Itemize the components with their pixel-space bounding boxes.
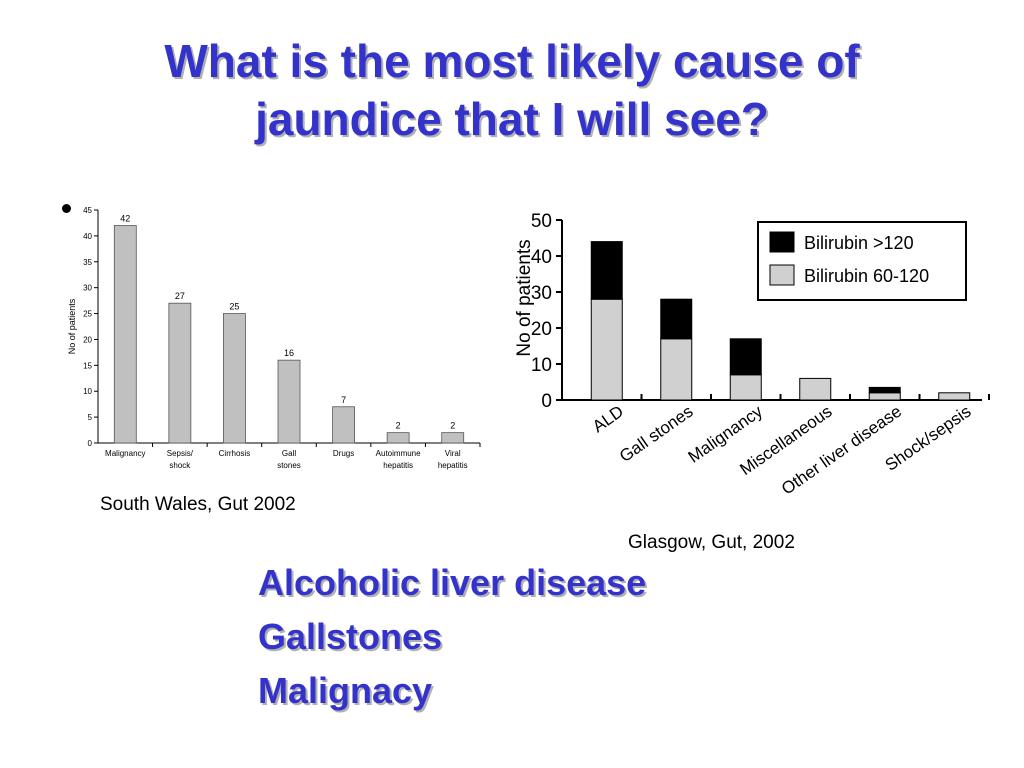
bar-ald-bilirubin-60-120 <box>590 298 623 401</box>
y-tick-label: 0 <box>88 439 93 448</box>
x-tick-label-line: Malignancy <box>105 449 145 458</box>
bar-viral-hepatitis <box>441 432 465 444</box>
y-tick-label: 40 <box>531 247 552 268</box>
x-tick-label-cirrhosis: Cirrhosis <box>219 449 251 458</box>
bar-malignancy <box>113 225 137 444</box>
legend-label-bilirubin-60-120: Bilirubin 60-120 <box>804 266 929 286</box>
slide-title: What is the most likely cause of jaundic… <box>0 32 1024 148</box>
y-tick-label: 45 <box>83 206 92 215</box>
bar-other-liver-disease-bilirubin-60-120 <box>868 392 901 401</box>
x-tick-label-line: hepatitis <box>438 461 468 470</box>
bar-shock-sepsis-bilirubin-60-120 <box>938 392 971 401</box>
x-tick-label-viral-hepatitis: Viral hepatitis <box>438 449 468 470</box>
legend-label-bilirubin-120: Bilirubin >120 <box>804 233 914 253</box>
bar-drugs <box>332 406 355 444</box>
bar-gall-stones-bilirubin-60-120 <box>660 338 693 401</box>
data-label-drugs: 7 <box>341 395 346 405</box>
answer-list: Alcoholic liver disease Gallstones Malig… <box>258 556 646 718</box>
y-tick-label: 20 <box>83 335 92 344</box>
bar-gall-stones-bilirubin-120 <box>660 298 693 340</box>
x-tick-label-line: stones <box>277 461 301 470</box>
bar-cirrhosis <box>223 313 246 444</box>
x-tick-label-sepsis-shock: Sepsis/shock <box>167 449 194 470</box>
y-tick-label: 15 <box>83 361 92 370</box>
caption-south-wales: South Wales, Gut 2002 <box>100 494 296 515</box>
bar-malignancy-bilirubin-120 <box>729 338 762 376</box>
bar-ald-bilirubin-120 <box>590 241 623 300</box>
x-tick-label-line: Sepsis/ <box>167 449 194 458</box>
data-label-malignancy: 42 <box>120 214 130 224</box>
y-axis-label: No of patients <box>67 298 77 354</box>
y-tick-label: 5 <box>88 413 93 422</box>
bar-miscellaneous-bilirubin-60-120 <box>799 377 832 401</box>
legend-swatch-bilirubin-120 <box>769 231 795 253</box>
x-tick-label-malignancy: Malignancy <box>105 449 145 458</box>
bullet-icon <box>62 204 71 213</box>
x-tick-label-line: hepatitis <box>383 461 413 470</box>
data-label-autoimmune-hepatitis: 2 <box>396 421 401 431</box>
x-tick-label-gall-stones: Gall stones <box>616 402 697 466</box>
south-wales-bar-chart: 0 5 10 15 20 25 30 35 40 45 No of patients 42 Malign… <box>67 206 481 470</box>
data-label-sepsis-shock: 27 <box>175 291 185 301</box>
data-label-viral-hepatitis: 2 <box>450 421 455 431</box>
y-tick-label: 0 <box>541 391 552 412</box>
answer-item-2: Gallstones <box>258 616 443 657</box>
y-tick-label: 20 <box>531 319 552 340</box>
bar-autoimmune-hepatitis <box>386 432 410 444</box>
legend: Bilirubin >120 Bilirubin 60-120 <box>757 221 967 301</box>
y-tick-label: 40 <box>83 232 92 241</box>
bar-malignancy-bilirubin-60-120 <box>729 374 762 401</box>
x-tick-label-drugs: Drugs <box>333 449 354 458</box>
y-tick-label: 30 <box>531 283 552 304</box>
answer-item-3: Malignacy <box>258 670 433 711</box>
y-tick-label: 30 <box>83 284 92 293</box>
x-tick-label-gall-stones: Gall stones <box>277 449 301 470</box>
x-tick-label-ald: ALD <box>589 402 627 437</box>
y-tick-label: 35 <box>83 258 92 267</box>
x-tick-label-other-liver-disease: Other liver disease <box>778 402 905 499</box>
bar-other-liver-disease-bilirubin-120 <box>868 386 901 394</box>
title-line-1: What is the most likely cause of <box>164 35 860 87</box>
data-label-cirrhosis: 25 <box>229 302 239 312</box>
bar-sepsis-shock <box>168 302 192 444</box>
x-tick-label-line: Drugs <box>333 449 354 458</box>
x-tick-label-line: Viral <box>445 449 461 458</box>
legend-swatch-bilirubin-60-120 <box>769 264 795 286</box>
x-tick-label-line: shock <box>169 461 191 470</box>
bar-gall-stones <box>277 359 301 444</box>
x-tick-label-line: Gall <box>282 449 296 458</box>
y-tick-label: 50 <box>531 211 552 232</box>
y-tick-label: 10 <box>83 387 92 396</box>
x-tick-label-line: Cirrhosis <box>219 449 251 458</box>
y-tick-label: 25 <box>83 310 92 319</box>
data-label-gall-stones: 16 <box>284 348 294 358</box>
x-tick-label-autoimmune-hepatitis: Autoimmune hepatitis <box>376 449 421 470</box>
caption-glasgow: Glasgow, Gut, 2002 <box>628 532 795 553</box>
title-line-2: jaundice that I will see? <box>255 93 769 145</box>
y-axis-label: No of patients <box>514 239 535 356</box>
y-tick-label: 10 <box>531 355 552 376</box>
x-tick-label-line: Autoimmune <box>376 449 421 458</box>
answer-item-1: Alcoholic liver disease <box>258 562 647 603</box>
